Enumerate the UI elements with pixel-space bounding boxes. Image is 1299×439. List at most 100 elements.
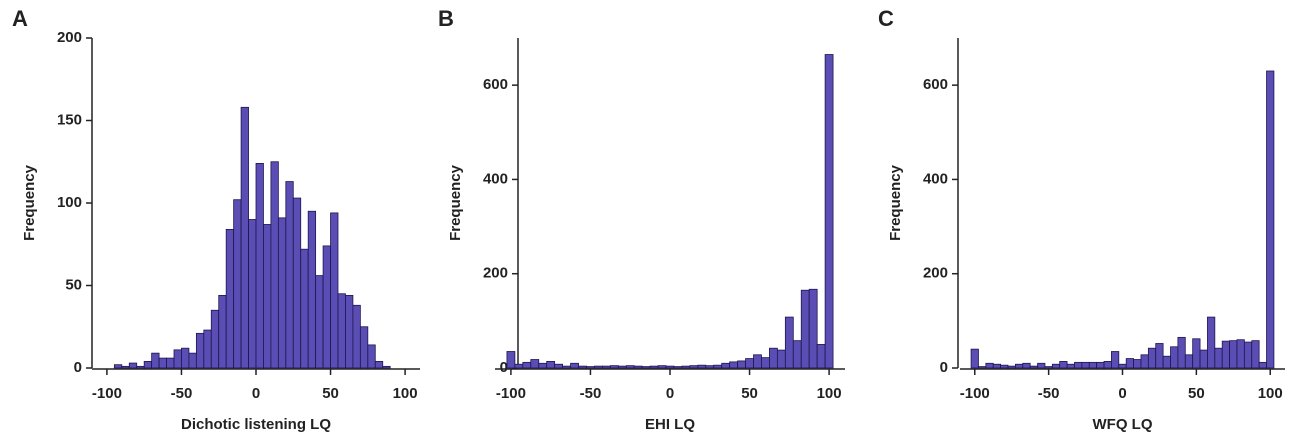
bar xyxy=(300,248,309,369)
bar xyxy=(367,344,376,369)
bar xyxy=(270,161,279,369)
bar xyxy=(143,360,153,369)
bar xyxy=(522,361,532,369)
x-tick-label: -50 xyxy=(171,385,193,402)
bar xyxy=(1044,366,1053,369)
bar xyxy=(649,365,659,369)
bar xyxy=(1177,336,1186,369)
y-tick-label: 0 xyxy=(940,359,948,376)
x-tick-label: -50 xyxy=(580,385,602,402)
bar xyxy=(633,365,643,369)
y-tick-label: 200 xyxy=(483,265,508,282)
x-tick-label: 100 xyxy=(1258,385,1283,402)
panel-label: B xyxy=(438,6,454,31)
bar xyxy=(776,349,786,369)
x-axis-label: EHI LQ xyxy=(645,416,695,433)
bar xyxy=(195,332,205,369)
x-axis-label: Dichotic listening LQ xyxy=(181,416,331,433)
bar xyxy=(1184,354,1194,369)
bar xyxy=(562,365,571,369)
bar xyxy=(514,363,524,369)
bar xyxy=(769,347,778,369)
bar xyxy=(1103,360,1112,369)
bar xyxy=(1170,346,1179,369)
bar xyxy=(359,326,369,369)
bar xyxy=(578,365,587,369)
bar xyxy=(570,362,579,369)
y-axis-label: Frequency xyxy=(887,164,904,241)
bar xyxy=(225,228,235,369)
bar xyxy=(136,365,145,369)
y-axis-label: Frequency xyxy=(21,164,38,241)
bar xyxy=(1243,341,1253,369)
x-tick-label: -100 xyxy=(496,385,526,402)
bar xyxy=(546,360,556,369)
bar xyxy=(1074,361,1083,369)
bar xyxy=(689,365,699,369)
bar xyxy=(784,316,794,369)
y-tick-label: 600 xyxy=(483,76,508,93)
bar xyxy=(978,366,987,369)
panel-label: A xyxy=(12,6,28,31)
bar xyxy=(1029,365,1038,369)
bar xyxy=(641,366,651,369)
bar xyxy=(1258,361,1267,369)
bar xyxy=(263,224,272,369)
bar xyxy=(737,360,746,369)
y-tick-label: 200 xyxy=(923,265,948,282)
x-tick-label: -100 xyxy=(960,385,990,402)
bar xyxy=(277,217,287,369)
bar xyxy=(816,344,826,369)
x-tick-label: 0 xyxy=(666,385,674,402)
bar xyxy=(210,309,220,369)
x-tick-label: 0 xyxy=(1118,385,1126,402)
bar xyxy=(721,362,731,369)
bar xyxy=(761,357,770,369)
bar xyxy=(705,365,715,369)
bar xyxy=(745,358,754,369)
bar xyxy=(1266,70,1275,369)
bar xyxy=(992,363,1002,369)
bar xyxy=(808,288,818,369)
bar xyxy=(1118,363,1127,369)
bar xyxy=(1214,347,1223,369)
bar xyxy=(203,329,212,369)
bar xyxy=(1096,361,1105,369)
x-tick-label: -100 xyxy=(92,385,122,402)
bar xyxy=(1251,340,1260,369)
bar xyxy=(374,360,384,369)
bar xyxy=(1221,340,1231,369)
x-tick-label: 50 xyxy=(322,385,339,402)
bar xyxy=(538,362,548,369)
bar xyxy=(218,294,227,369)
bar xyxy=(657,365,667,369)
bar xyxy=(158,357,167,369)
bar xyxy=(697,364,707,369)
panel-label: C xyxy=(878,6,894,31)
bar xyxy=(625,365,635,369)
bar xyxy=(1133,359,1142,369)
bar xyxy=(188,352,197,369)
bar xyxy=(1037,362,1046,369)
bar xyxy=(1088,361,1098,369)
bar xyxy=(248,219,257,369)
bar xyxy=(330,212,339,369)
bar xyxy=(166,357,175,369)
y-tick-label: 400 xyxy=(483,170,508,187)
bar xyxy=(1059,360,1068,369)
y-axis-label: Frequency xyxy=(447,164,464,241)
bar xyxy=(586,366,595,369)
bar xyxy=(1192,338,1201,369)
bar xyxy=(1051,363,1061,369)
y-tick-label: 400 xyxy=(923,170,948,187)
bar xyxy=(601,365,611,369)
bar xyxy=(673,366,683,369)
bar xyxy=(1236,339,1245,369)
bar xyxy=(985,362,994,369)
bar xyxy=(240,106,249,369)
bar xyxy=(1125,358,1134,369)
bar xyxy=(1014,363,1024,369)
bar xyxy=(337,293,346,369)
bar xyxy=(1207,316,1216,369)
